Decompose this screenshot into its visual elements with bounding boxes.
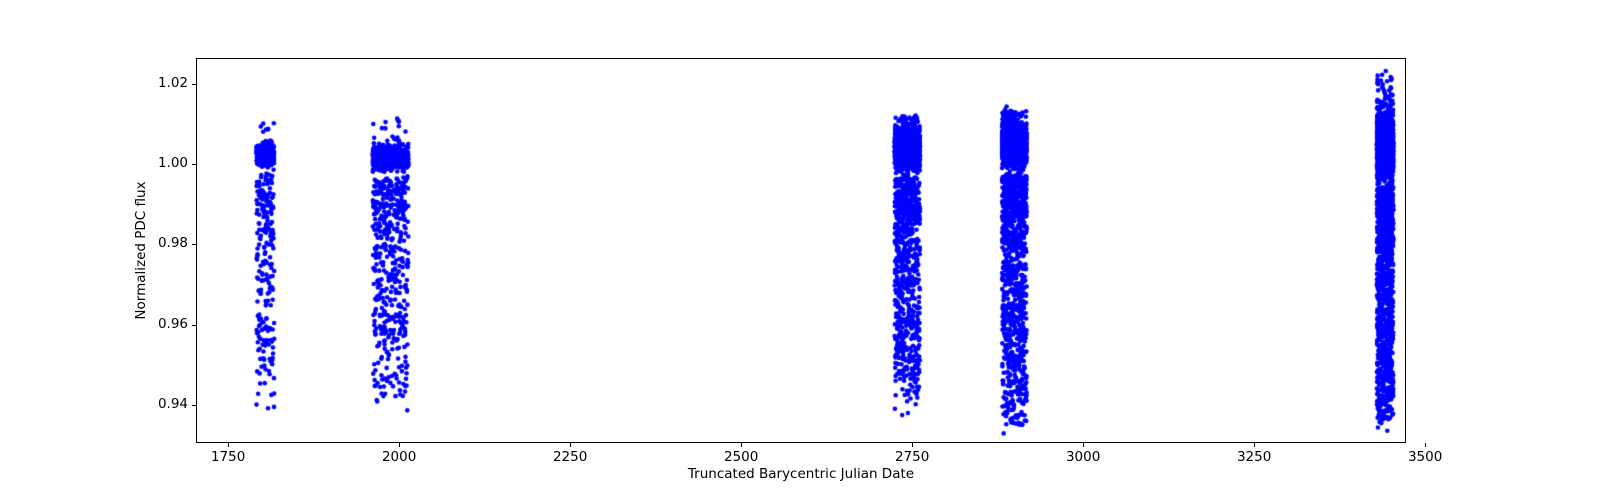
x-tick-label: 2750 <box>894 449 930 465</box>
y-tick-mark <box>192 404 196 406</box>
scatter-points-layer <box>197 59 1405 442</box>
x-tick-label: 3000 <box>1065 449 1101 465</box>
y-tick-label: 0.98 <box>157 235 188 252</box>
y-tick-label: 1.02 <box>157 75 188 92</box>
x-axis-label: Truncated Barycentric Julian Date <box>687 466 915 482</box>
x-tick-label: 1750 <box>210 449 246 465</box>
x-tick-label: 2500 <box>723 449 759 465</box>
x-tick-mark <box>741 443 743 447</box>
x-tick-label: 2000 <box>381 449 417 465</box>
y-tick-mark <box>192 324 196 326</box>
x-tick-mark <box>399 443 401 447</box>
x-tick-label: 3500 <box>1407 449 1443 465</box>
y-tick-label: 0.94 <box>157 395 188 412</box>
x-tick-mark <box>912 443 914 447</box>
y-tick-label: 0.96 <box>157 315 188 332</box>
y-tick-mark <box>192 84 196 86</box>
x-tick-mark <box>1425 443 1427 447</box>
x-tick-mark <box>570 443 572 447</box>
y-axis-label: Normalized PDC flux <box>133 181 149 320</box>
y-tick-mark <box>192 244 196 246</box>
y-tick-mark <box>192 164 196 166</box>
x-tick-label: 2250 <box>552 449 588 465</box>
y-tick-label: 1.00 <box>157 155 188 172</box>
x-tick-mark <box>228 443 230 447</box>
x-tick-mark <box>1254 443 1256 447</box>
plot-area <box>196 58 1406 443</box>
x-tick-mark <box>1083 443 1085 447</box>
x-tick-label: 3250 <box>1236 449 1272 465</box>
